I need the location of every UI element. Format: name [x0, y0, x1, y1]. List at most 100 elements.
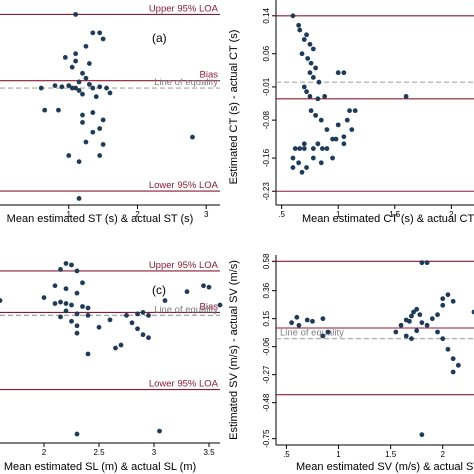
panel-c-data-point-41	[157, 428, 162, 434]
panel-b-data-point-50	[330, 155, 335, 161]
panel-c-data-point-14	[85, 305, 91, 311]
panel-b-data-point-9	[308, 60, 314, 66]
panel-b-data-point-7	[299, 51, 305, 57]
panel-a-data-point-25	[107, 90, 113, 96]
panel-b-data-point-6	[310, 46, 316, 52]
panel-d-data-point-11	[409, 313, 414, 319]
panel-b-data-point-23	[344, 117, 350, 123]
panel-c-x-tick-label-2: 3	[152, 448, 157, 457]
panel-a-data-point-22	[90, 85, 96, 91]
panel-b-x-tick-label-3: 2	[449, 210, 454, 219]
panel-b-data-point-34	[324, 146, 330, 151]
panel-b-y-tick-label-4: -0.16	[262, 148, 271, 167]
panel-c-data-point-15	[63, 308, 69, 314]
panel-d-x-axis-label: Mean estimated SV (m/s) & actual SV (m/s…	[296, 461, 474, 473]
panel-b-data-point-10	[313, 65, 318, 71]
panel-d-data-point-8	[393, 329, 399, 335]
panel-c-data-point-17	[85, 313, 91, 318]
panel-c-data-point-38	[162, 298, 168, 303]
panel-d-y-tick-label-3: -0.06	[262, 337, 271, 356]
panel-b-data-point-25	[341, 70, 347, 76]
panel-d-data-point-36	[406, 318, 412, 324]
panel-d-data-point-29	[403, 333, 409, 339]
panel-b-data-point-43	[301, 141, 307, 147]
panel-a-data-point-39	[66, 153, 72, 158]
panel-a-data-point-7	[62, 54, 68, 60]
panel-b-data-point-21	[318, 117, 324, 123]
panel-b-data-point-42	[290, 165, 296, 170]
panel-d-data-point-16	[424, 322, 430, 328]
panel-a-letter: (a)	[152, 31, 167, 45]
panel-c-data-point-11	[63, 301, 69, 306]
panel-d-y-axis-label: Estimated SV (m/s) - actual SV (m/s)	[228, 260, 240, 440]
panel-a-data-point-31	[100, 117, 106, 123]
panel-b-data-point-33	[319, 146, 325, 151]
panel-b-data-point-24	[335, 70, 341, 76]
panel-b-contact-time: .5 1 1.5 2 0.14 0.06 -0.01 -0.08 -0.16 -0.23 Est…	[228, 0, 474, 225]
panel-b-data-point-45	[341, 134, 347, 140]
panel-a-data-point-20	[76, 88, 82, 93]
panel-b-data-point-5	[307, 41, 313, 47]
panel-c-ref-label-3: Lower 95% LOA	[149, 379, 219, 390]
panel-d-data-point-26	[450, 356, 456, 362]
panel-b-y-tick-label-5: -0.23	[262, 182, 271, 201]
panel-b-data-point-22	[335, 122, 341, 128]
panel-a-ref-label-2: Line of equality	[154, 77, 218, 88]
panel-b-data-point-31	[310, 146, 316, 151]
panel-d-data-point-30	[409, 336, 414, 342]
panel-d-data-point-5	[320, 316, 326, 322]
panel-c-data-point-36	[201, 283, 206, 289]
panel-b-data-point-30	[301, 146, 307, 151]
panel-a-data-point-34	[80, 120, 85, 125]
panel-b-data-point-40	[318, 160, 324, 166]
panel-b-data-point-38	[304, 165, 309, 170]
panel-a-x-tick-label-2: 3	[204, 210, 209, 219]
panel-b-data-point-4	[304, 32, 309, 38]
panel-c-data-point-23	[107, 317, 113, 323]
panel-c-data-point-18	[58, 314, 63, 320]
panel-c-data-point-7	[74, 290, 80, 296]
panel-c-ref-label-1: Bias	[200, 301, 219, 312]
panel-c-data-point-16	[74, 311, 80, 317]
panel-b-data-point-3	[301, 37, 307, 42]
panel-a-data-point-40	[190, 134, 195, 140]
panel-a-data-point-32	[97, 126, 103, 131]
panel-b-x-ticks: .5 1 1.5 2	[278, 205, 454, 219]
panel-c-data-point-9	[52, 301, 58, 306]
panel-d-y-tick-label-6: -0.75	[262, 429, 271, 448]
panel-a-data-point-29	[80, 112, 85, 118]
panel-d-data-point-17	[429, 316, 435, 322]
panel-a-data-point-17	[66, 83, 72, 88]
panel-a-data-point-4	[100, 36, 106, 42]
panel-a-x-tick-label-1: 2	[135, 210, 140, 219]
panel-b-x-tick-label-2: 1.5	[389, 210, 401, 219]
panel-a-ref-label-0: Upper 95% LOA	[149, 3, 219, 14]
panel-d-data-point-32	[419, 260, 425, 266]
panel-c-data-point-0	[63, 261, 69, 266]
panel-b-data-point-39	[310, 155, 316, 161]
panel-d-data-point-7	[320, 333, 326, 339]
panel-c-data-point-8	[41, 295, 47, 300]
panel-c-data-point-13	[80, 304, 85, 309]
panel-b-data-point-49	[403, 94, 409, 99]
panel-d-data-point-0	[289, 320, 295, 326]
panel-c-data-point-31	[146, 335, 151, 341]
panel-a-data-point-11	[80, 70, 85, 76]
panel-a-data-point-5	[83, 43, 89, 49]
panel-d-data-point-28	[450, 369, 456, 375]
panel-d-data-point-31	[414, 328, 420, 334]
panel-d-data-point-6	[325, 329, 331, 335]
panel-c-data-point-21	[96, 324, 102, 330]
panel-d-data-point-18	[435, 312, 440, 318]
panel-c-data-point-22	[74, 330, 80, 336]
panel-d-data-point-33	[424, 260, 430, 266]
panel-b-data-point-37	[296, 160, 302, 166]
panel-c-data-point-24	[124, 313, 129, 318]
panel-c-data-point-10	[58, 299, 63, 305]
panel-c-x-axis-label: Mean estimated SL (m) & actual SL (m)	[4, 461, 196, 473]
panel-a-data-point-36	[100, 142, 106, 147]
panel-b-data-point-29	[297, 146, 303, 151]
panel-b-data-point-14	[301, 84, 307, 90]
